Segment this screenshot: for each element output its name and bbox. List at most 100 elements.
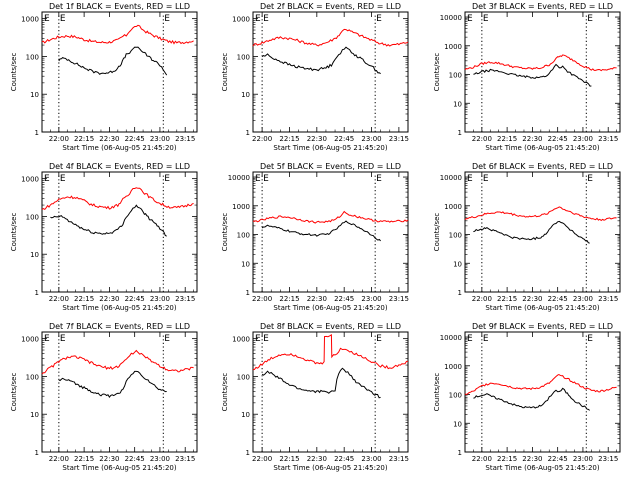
y-tick-label: 1 bbox=[458, 449, 462, 457]
y-tick-label: 10000 bbox=[440, 14, 462, 22]
y-tick-label: 10 bbox=[30, 91, 39, 99]
x-tick-label: 22:00 bbox=[472, 295, 492, 303]
event-marker-label: E bbox=[467, 334, 473, 344]
event-marker-label: E bbox=[164, 334, 170, 344]
plot-frame bbox=[252, 171, 409, 293]
x-tick-label: 23:15 bbox=[598, 135, 618, 143]
x-tick-label: 23:00 bbox=[150, 455, 170, 463]
y-tick-label: 1 bbox=[458, 289, 462, 297]
event-marker-label: E bbox=[263, 174, 269, 184]
x-axis-label: Start Time (06-Aug-05 21:45:20) bbox=[485, 144, 599, 152]
plot-frame bbox=[464, 171, 621, 293]
x-tick-label: 22:30 bbox=[307, 295, 327, 303]
x-tick-label: 23:00 bbox=[573, 135, 593, 143]
x-tick-label: 22:45 bbox=[334, 455, 354, 463]
x-axis-label: Start Time (06-Aug-05 21:45:20) bbox=[62, 304, 176, 312]
x-tick-label: 23:00 bbox=[573, 455, 593, 463]
x-tick-label: 23:15 bbox=[389, 295, 409, 303]
chart-panel-8: Det 8f BLACK = Events, RED = LLD 1 10 100 10… bbox=[221, 322, 409, 472]
plot-frame bbox=[464, 331, 621, 453]
x-tick-label: 23:00 bbox=[150, 295, 170, 303]
y-tick-label: 1 bbox=[35, 289, 39, 297]
x-tick-label: 22:45 bbox=[125, 455, 145, 463]
event-marker-label: E bbox=[164, 14, 170, 24]
chart-panel-4: Det 4f BLACK = Events, RED = LLD 1 10 100 10… bbox=[10, 162, 198, 312]
x-tick-label: 23:15 bbox=[175, 455, 195, 463]
event-marker-label: E bbox=[255, 14, 261, 24]
y-tick-label: 1000 bbox=[21, 176, 39, 184]
event-marker-label: E bbox=[60, 14, 66, 24]
plot-frame bbox=[41, 331, 198, 453]
x-tick-label: 22:30 bbox=[522, 295, 542, 303]
lld-series-line bbox=[41, 187, 194, 211]
x-tick-label: 22:45 bbox=[548, 135, 568, 143]
y-tick-label: 10 bbox=[453, 260, 462, 268]
lld-series-line bbox=[41, 24, 194, 45]
chart-title: Det 4f BLACK = Events, RED = LLD bbox=[49, 162, 190, 171]
x-tick-label: 23:00 bbox=[361, 135, 381, 143]
y-tick-label: 1000 bbox=[444, 363, 462, 371]
event-marker-label: E bbox=[263, 14, 269, 24]
y-tick-label: 1 bbox=[246, 449, 250, 457]
x-axis-label: Start Time (06-Aug-05 21:45:20) bbox=[273, 144, 387, 152]
y-axis-label: Counts/sec bbox=[10, 373, 18, 412]
x-tick-label: 22:00 bbox=[252, 295, 272, 303]
chart-title: Det 3f BLACK = Events, RED = LLD bbox=[472, 2, 613, 11]
x-axis-label: Start Time (06-Aug-05 21:45:20) bbox=[62, 464, 176, 472]
x-axis-label: Start Time (06-Aug-05 21:45:20) bbox=[273, 304, 387, 312]
x-tick-label: 23:15 bbox=[175, 295, 195, 303]
x-axis-label: Start Time (06-Aug-05 21:45:20) bbox=[273, 464, 387, 472]
event-marker-label: E bbox=[376, 14, 382, 24]
events-series-line bbox=[261, 46, 381, 75]
lld-series-line bbox=[464, 206, 617, 222]
chart-title: Det 2f BLACK = Events, RED = LLD bbox=[260, 2, 401, 11]
events-series-line bbox=[50, 204, 167, 237]
x-tick-label: 23:00 bbox=[150, 135, 170, 143]
x-tick-label: 23:15 bbox=[389, 135, 409, 143]
y-axis-label: Counts/sec bbox=[433, 53, 441, 92]
x-tick-label: 22:45 bbox=[334, 135, 354, 143]
x-tick-label: 22:45 bbox=[125, 295, 145, 303]
y-tick-label: 100 bbox=[449, 72, 462, 80]
y-tick-label: 10 bbox=[453, 420, 462, 428]
chart-title: Det 9f BLACK = Events, RED = LLD bbox=[472, 322, 613, 331]
event-marker-label: E bbox=[587, 334, 593, 344]
y-tick-label: 10000 bbox=[228, 174, 250, 182]
y-tick-label: 1 bbox=[35, 129, 39, 137]
y-tick-label: 100 bbox=[237, 232, 250, 240]
plot-frame bbox=[41, 171, 198, 293]
y-tick-label: 10000 bbox=[440, 334, 462, 342]
events-series-line bbox=[473, 387, 590, 411]
y-tick-label: 10 bbox=[30, 251, 39, 259]
x-tick-label: 23:15 bbox=[389, 455, 409, 463]
y-tick-label: 10 bbox=[241, 91, 250, 99]
y-tick-label: 10 bbox=[30, 411, 39, 419]
x-tick-label: 22:30 bbox=[522, 455, 542, 463]
y-axis-label: Counts/sec bbox=[221, 53, 229, 92]
x-tick-label: 22:15 bbox=[497, 455, 517, 463]
event-marker-label: E bbox=[44, 14, 50, 24]
y-tick-label: 1000 bbox=[21, 336, 39, 344]
y-tick-label: 1 bbox=[458, 129, 462, 137]
x-tick-label: 23:15 bbox=[598, 295, 618, 303]
lld-series-line bbox=[464, 374, 617, 396]
events-series-line bbox=[473, 220, 590, 244]
y-axis-label: Counts/sec bbox=[433, 373, 441, 412]
x-tick-label: 22:30 bbox=[99, 135, 119, 143]
chart-title: Det 1f BLACK = Events, RED = LLD bbox=[49, 2, 190, 11]
x-tick-label: 22:45 bbox=[125, 135, 145, 143]
plot-frame bbox=[252, 331, 409, 453]
events-series-line bbox=[58, 370, 167, 398]
chart-panel-2: Det 2f BLACK = Events, RED = LLD 1 10 100 10… bbox=[221, 2, 409, 152]
event-marker-label: E bbox=[483, 14, 489, 24]
x-tick-label: 22:00 bbox=[472, 135, 492, 143]
chart-panel-6: Det 6f BLACK = Events, RED = LLD 1 10 100 10… bbox=[433, 162, 621, 312]
events-series-line bbox=[473, 63, 592, 87]
x-axis-label: Start Time (06-Aug-05 21:45:20) bbox=[62, 144, 176, 152]
x-tick-label: 22:00 bbox=[252, 135, 272, 143]
chart-title: Det 8f BLACK = Events, RED = LLD bbox=[260, 322, 401, 331]
chart-panel-1: Det 1f BLACK = Events, RED = LLD 1 10 100 10… bbox=[10, 2, 198, 152]
y-tick-label: 100 bbox=[449, 232, 462, 240]
y-tick-label: 1000 bbox=[232, 203, 250, 211]
x-tick-label: 22:45 bbox=[548, 455, 568, 463]
